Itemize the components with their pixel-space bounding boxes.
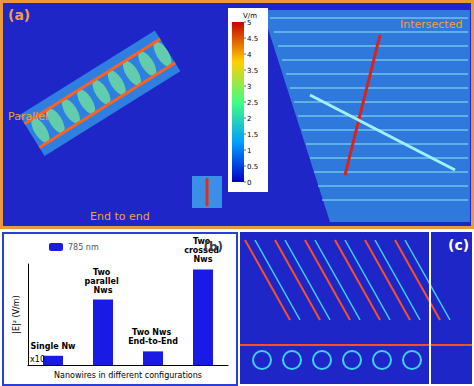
svg-text:Nws: Nws (194, 255, 213, 264)
svg-text:Single Nw: Single Nw (31, 342, 77, 351)
svg-text:(a): (a) (8, 7, 30, 23)
svg-text:Parallel: Parallel (8, 110, 48, 123)
svg-text:3.5: 3.5 (247, 67, 258, 75)
svg-text:Two Nws: Two Nws (132, 328, 174, 337)
svg-text:(c): (c) (448, 237, 469, 253)
svg-text:785 nm: 785 nm (68, 243, 99, 252)
svg-text:1.5: 1.5 (247, 131, 258, 139)
svg-text:1: 1 (247, 147, 251, 155)
svg-text:0: 0 (247, 179, 251, 187)
svg-text:(b): (b) (203, 240, 223, 254)
svg-text:4.5: 4.5 (247, 35, 258, 43)
svg-text:End-to-End: End-to-End (128, 337, 178, 346)
svg-text:|E|² (V/m): |E|² (V/m) (12, 295, 21, 333)
svg-text:parallel: parallel (85, 277, 122, 286)
svg-text:2: 2 (247, 115, 251, 123)
svg-text:x10: x10 (30, 355, 45, 364)
svg-text:5: 5 (247, 19, 251, 27)
svg-text:End to end: End to end (90, 210, 150, 223)
svg-text:Nanowires in different configu: Nanowires in different configurations (54, 371, 202, 380)
svg-text:2.5: 2.5 (247, 99, 258, 107)
svg-text:3: 3 (247, 83, 251, 91)
svg-text:0.5: 0.5 (247, 163, 258, 171)
svg-text:Two: Two (93, 268, 113, 277)
svg-text:V/m: V/m (243, 12, 257, 20)
svg-text:Nws: Nws (94, 286, 113, 295)
svg-text:4: 4 (247, 51, 252, 59)
svg-text:Intersected: Intersected (400, 18, 462, 31)
